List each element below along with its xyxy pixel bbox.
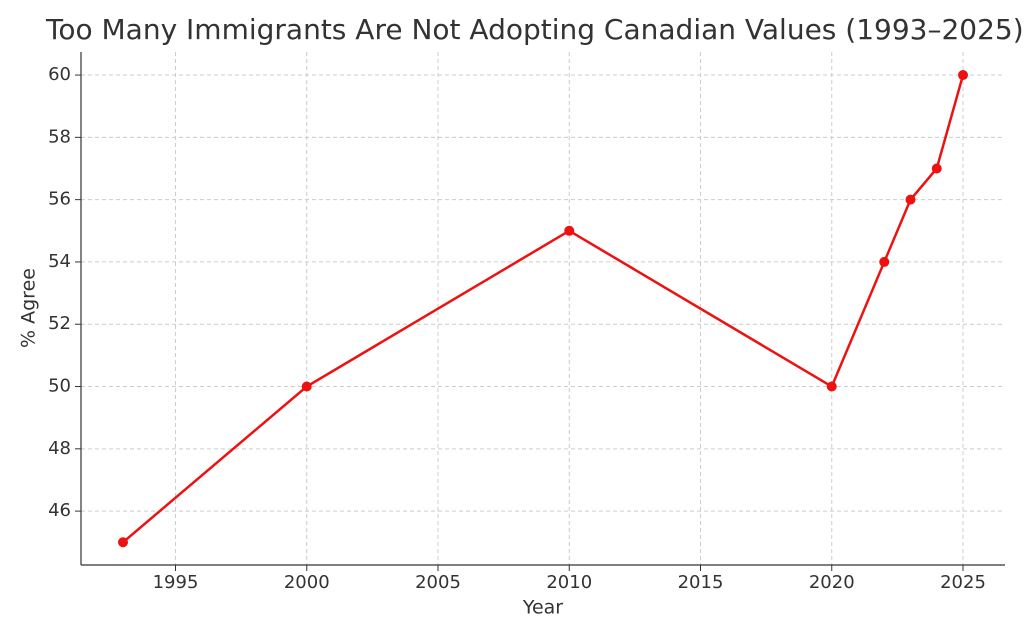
- y-tick-label: 60: [48, 64, 71, 85]
- data-point: [826, 381, 837, 392]
- y-tick-label: 54: [48, 251, 71, 272]
- data-point: [118, 537, 128, 548]
- x-tick-label: 2000: [284, 572, 330, 593]
- y-tick-label: 46: [48, 500, 71, 521]
- x-axis-label: Year: [522, 597, 563, 619]
- data-point: [905, 194, 916, 205]
- data-point: [879, 256, 890, 267]
- x-tick-label: 2010: [546, 572, 592, 593]
- x-tick-label: 2025: [940, 572, 986, 593]
- x-tick-label: 2020: [809, 572, 855, 593]
- chart-title: Too Many Immigrants Are Not Adopting Can…: [45, 13, 1024, 46]
- y-tick-label: 56: [48, 189, 71, 210]
- data-point: [564, 225, 575, 236]
- y-axis-label: % Agree: [18, 268, 40, 348]
- y-tick-label: 48: [48, 438, 71, 459]
- y-tick-label: 52: [48, 313, 71, 334]
- y-tick-label: 58: [48, 126, 71, 147]
- data-line: [122, 74, 965, 544]
- x-tick-label: 1995: [153, 572, 199, 593]
- data-point: [958, 70, 968, 81]
- y-tick-label: 50: [48, 376, 71, 397]
- data-point: [931, 163, 942, 174]
- x-tick-label: 2005: [415, 572, 461, 593]
- data-point: [301, 381, 312, 392]
- x-tick-label: 2015: [678, 572, 724, 593]
